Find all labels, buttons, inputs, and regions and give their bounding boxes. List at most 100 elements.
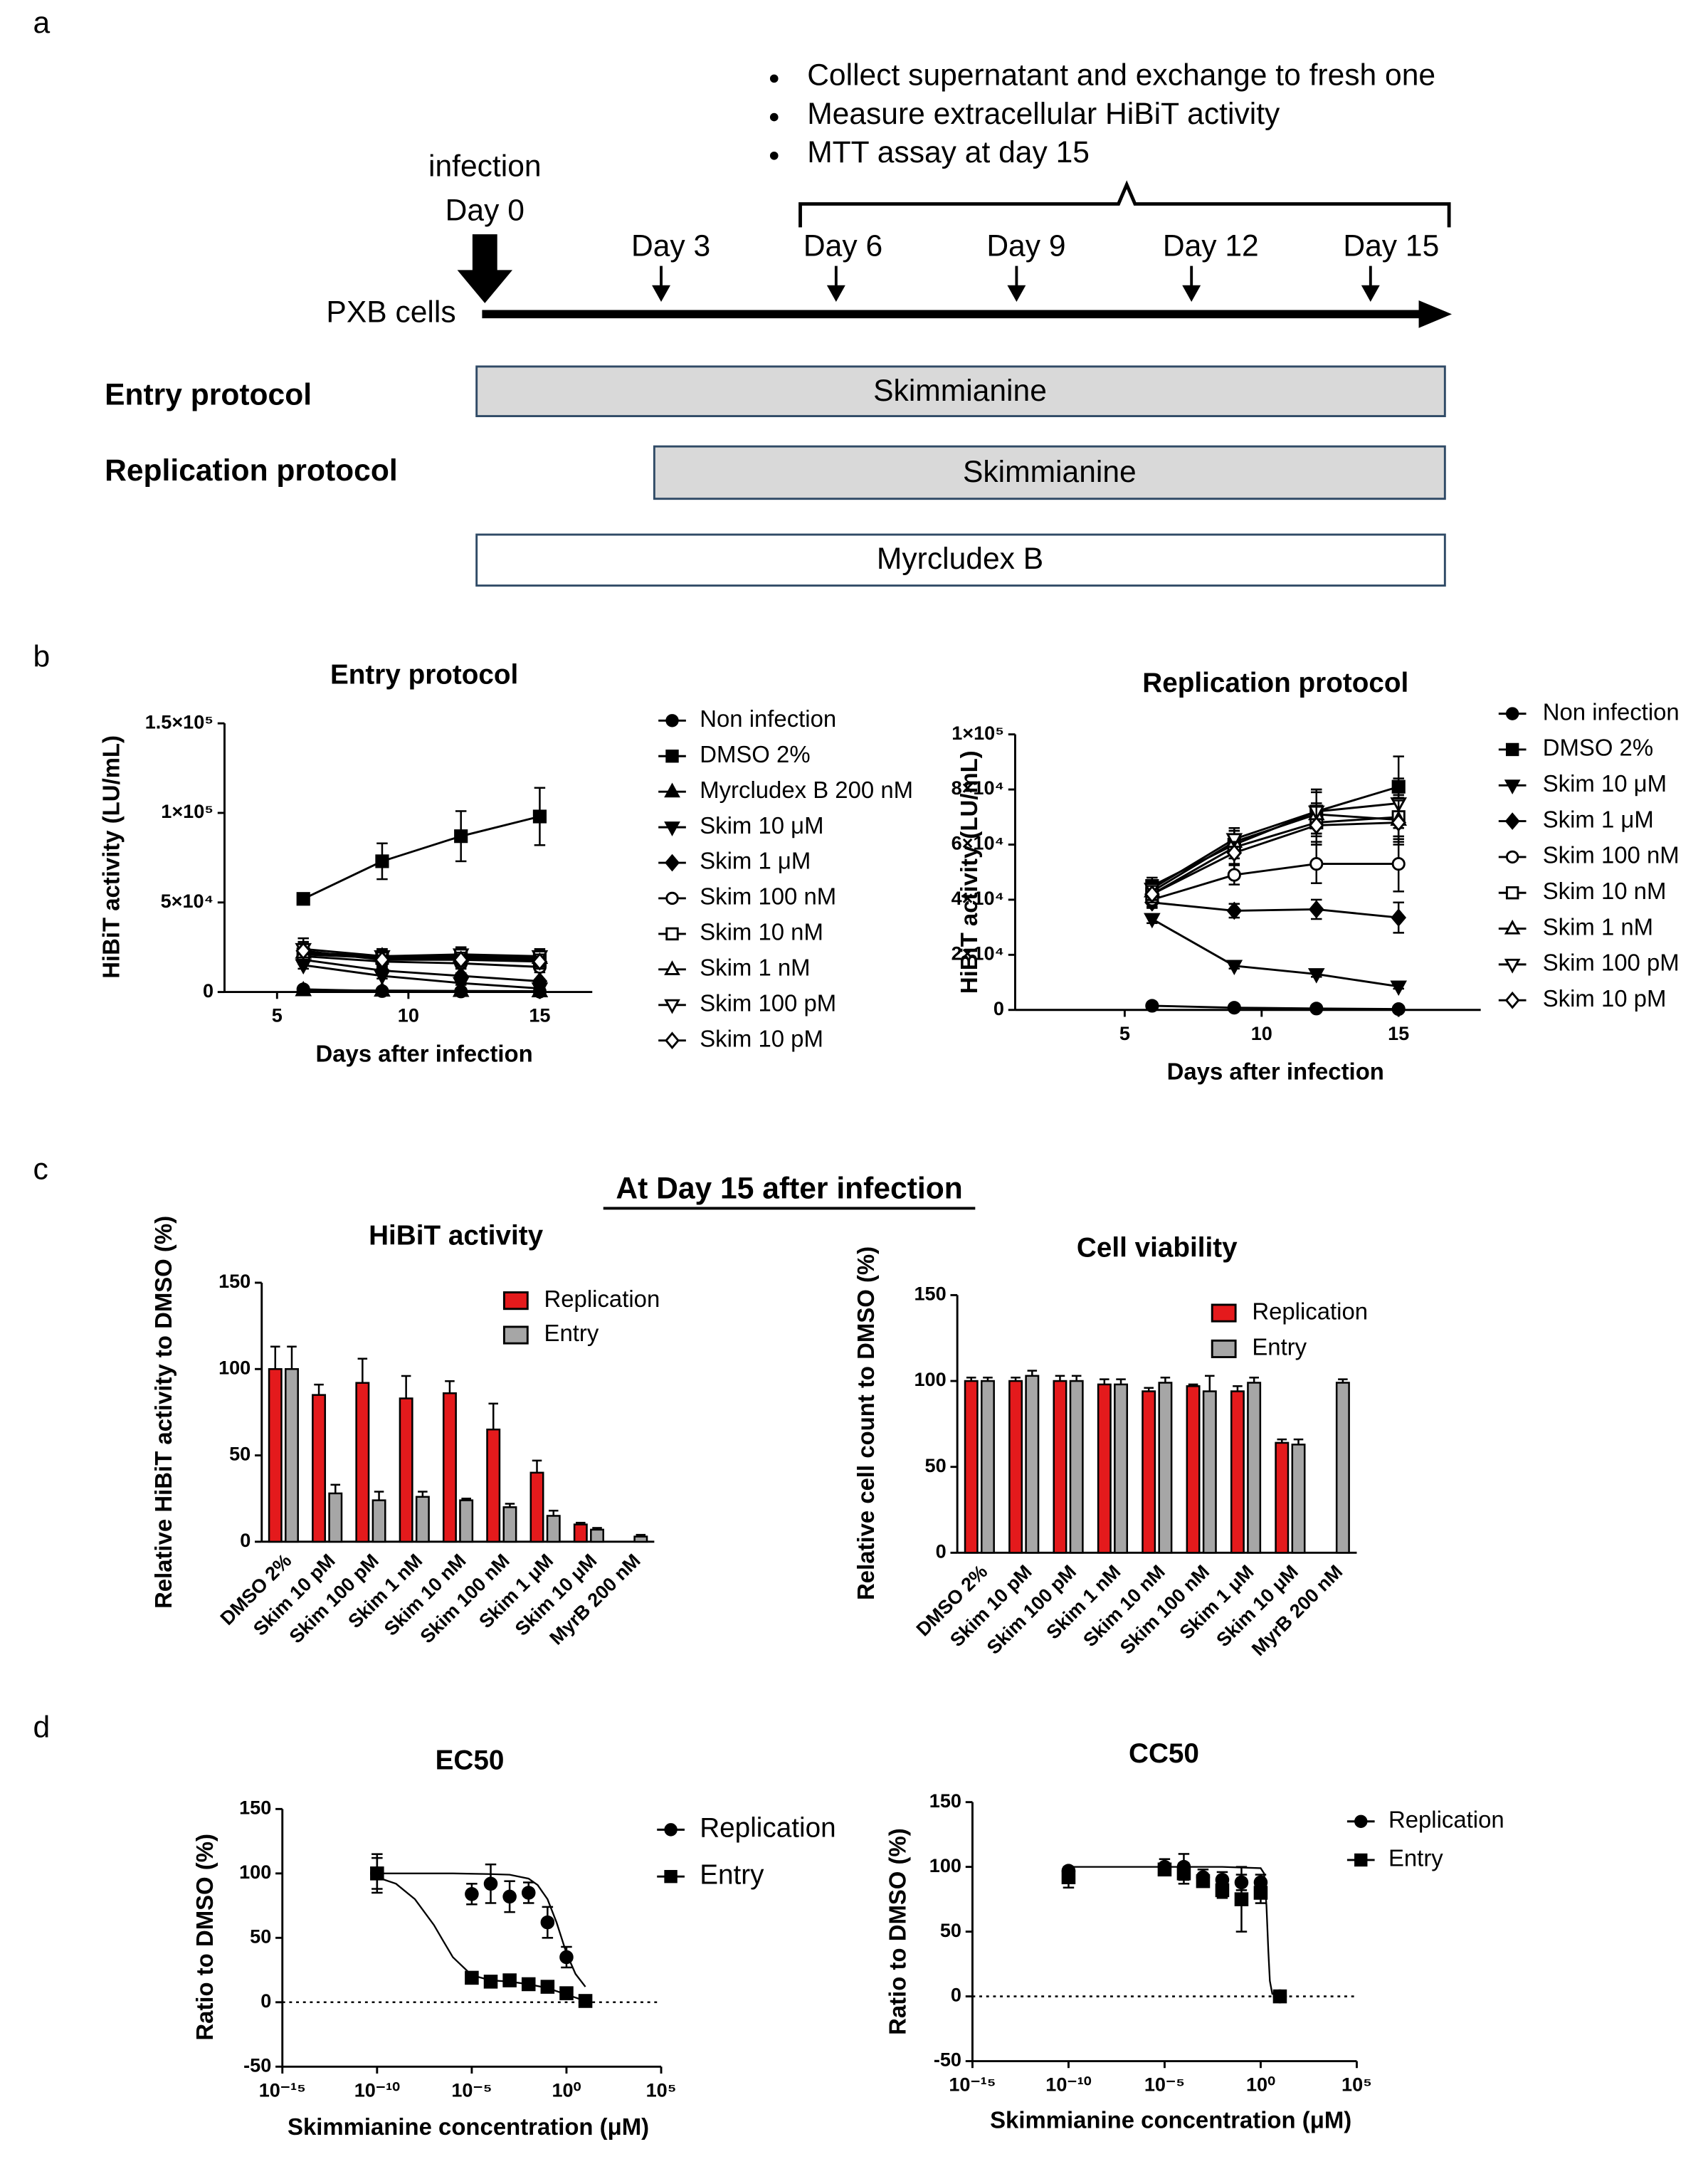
marker (532, 972, 548, 991)
y-tick-label: 50 (925, 1454, 947, 1476)
bar (529, 1471, 544, 1543)
x-tick-label: 15 (529, 1004, 550, 1026)
fit-curve (1068, 1866, 1280, 1997)
y-tick-label: 100 (914, 1368, 946, 1390)
bar (415, 1496, 430, 1543)
marker (578, 1994, 593, 2008)
x-axis-label: Days after infection (1167, 1058, 1384, 1084)
marker (1144, 885, 1160, 903)
day-label: Day 0 (446, 193, 524, 227)
legend-swatch (502, 1291, 529, 1310)
y-tick-label: 6×10⁴ (951, 832, 1004, 854)
chart: Replication protocol Days after infection… (951, 668, 1680, 1084)
marker (540, 1980, 555, 1994)
legend-label: Replication (1388, 1806, 1504, 1832)
x-tick-label: 10⁻⁵ (1144, 2074, 1185, 2096)
y-tick-label: 1×10⁵ (951, 722, 1004, 744)
legend-label: Skim 10 pM (1543, 985, 1667, 1012)
marker (559, 1950, 574, 1965)
marker (664, 1823, 678, 1837)
infection-label: infection (428, 149, 542, 183)
marker (1215, 1883, 1230, 1898)
panel-label: a (33, 6, 50, 40)
x-tick-label: 10⁻¹⁵ (259, 2079, 306, 2101)
marker (1061, 1870, 1076, 1884)
day-arrowhead (1182, 285, 1201, 303)
marker (1391, 1002, 1406, 1017)
marker (483, 1975, 498, 1989)
marker (1354, 1853, 1368, 1867)
marker (296, 892, 310, 906)
timeline: Collect supernatant and exchange to fres… (105, 58, 1452, 587)
legend-label: Non infection (1543, 698, 1680, 725)
marker (540, 1915, 555, 1930)
marker (295, 980, 312, 997)
series-line (303, 950, 540, 963)
legend-swatch (502, 1325, 529, 1345)
marker (664, 999, 680, 1014)
legend-label: Skim 1 μM (1543, 806, 1654, 832)
bar (312, 1394, 327, 1543)
x-tick-label: 5 (1119, 1022, 1130, 1044)
y-tick-label: 0 (936, 1540, 947, 1562)
day-label: Day 9 (986, 229, 1065, 263)
y-tick-label: -50 (934, 2049, 961, 2071)
bar (1230, 1390, 1245, 1554)
error-bar (532, 1459, 542, 1473)
marker (1504, 919, 1521, 935)
marker (665, 927, 679, 941)
bar (1053, 1380, 1068, 1554)
arrowhead (1418, 300, 1452, 328)
legend-label: Entry (700, 1859, 764, 1890)
marker (532, 809, 547, 824)
y-tick-label: 50 (250, 1925, 271, 1947)
marker (374, 961, 390, 980)
marker (1308, 816, 1324, 835)
marker (374, 950, 390, 970)
legend-label: Skim 100 nM (1543, 842, 1680, 868)
treatment-bar (475, 365, 1446, 418)
y-tick-label: 0 (951, 1984, 961, 2006)
day-arrowhead (652, 285, 670, 303)
marker (1227, 868, 1241, 882)
y-tick-label: 0 (260, 1990, 271, 2012)
chart: EC50 Skimmianine concentration (μM) Ratio … (191, 1745, 836, 2140)
y-tick-label: 50 (229, 1443, 251, 1465)
marker (1391, 857, 1406, 871)
marker (453, 967, 469, 985)
marker (664, 782, 680, 798)
legend-label: Entry (1388, 1845, 1443, 1871)
bar (1202, 1390, 1217, 1554)
y-tick-label: 0 (203, 979, 214, 1002)
y-tick-label: 8×10⁴ (951, 777, 1004, 799)
legend-label: Skim 100 nM (700, 883, 836, 910)
series-line (303, 964, 540, 990)
y-tick-label: 1×10⁵ (161, 800, 214, 822)
series-line (303, 947, 540, 957)
marker (521, 1977, 536, 1992)
bar (442, 1392, 457, 1543)
x-tick-label: 10⁻¹⁰ (1045, 2074, 1091, 2096)
chart-title: Cell viability (1077, 1233, 1238, 1264)
day-arrows (652, 266, 1380, 303)
marker (374, 981, 391, 997)
marker (1504, 779, 1521, 794)
legend-label: DMSO 2% (1543, 735, 1653, 761)
marker (1272, 1989, 1287, 2004)
chart-title: EC50 (436, 1745, 505, 1776)
marker (1157, 1862, 1172, 1877)
bar (1008, 1380, 1023, 1554)
marker (295, 941, 312, 960)
legend-label: Skim 10 nM (700, 919, 823, 945)
series-line (1151, 802, 1399, 890)
series-line (1151, 813, 1399, 893)
series-line (1151, 918, 1399, 988)
y-axis-label: Ratio to DMSO (%) (885, 1828, 911, 2035)
bar (459, 1499, 474, 1543)
legend-label: Skim 100 pM (700, 989, 836, 1016)
bar (1291, 1444, 1306, 1554)
x-axis-label: Skimmianine concentration (μM) (288, 2113, 649, 2140)
marker (521, 1886, 536, 1900)
bar (633, 1535, 648, 1543)
bracket (798, 180, 1451, 228)
